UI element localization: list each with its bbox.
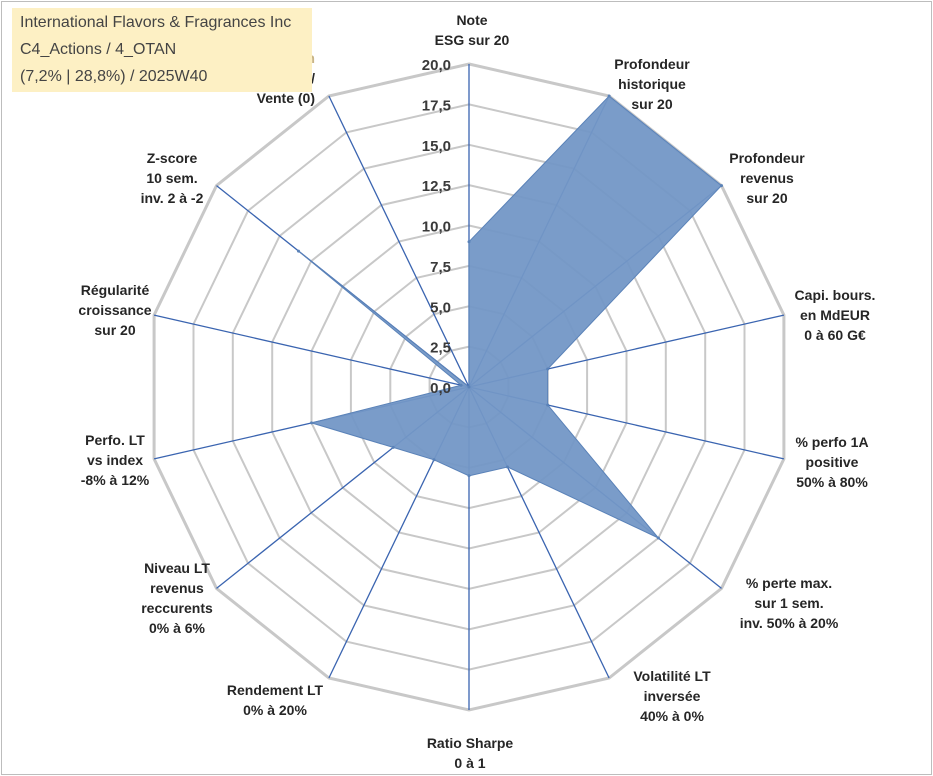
data-point	[467, 385, 471, 389]
data-point	[656, 536, 660, 540]
axis-label: Rendement LT 0% à 20%	[227, 682, 324, 718]
data-point	[459, 383, 463, 387]
axis-label: Profondeur historique sur 20	[614, 56, 690, 112]
data-point	[310, 421, 313, 425]
data-point	[467, 240, 471, 244]
data-point	[546, 403, 550, 407]
tick-label: 7,5	[430, 259, 451, 276]
axis-label: % perfo 1A positive 50% à 80%	[795, 434, 868, 490]
data-point	[506, 465, 509, 469]
chart-title-company: International Flavors & Fragrances Inc	[20, 14, 292, 31]
tick-label: 0,0	[430, 380, 451, 397]
data-point	[720, 184, 723, 188]
data-point	[297, 249, 300, 253]
axis-label: Capi. bours. en MdEUR 0 à 60 G€	[795, 287, 876, 343]
axis-spoke	[153, 314, 470, 388]
tick-label: 5,0	[430, 299, 451, 316]
data-point	[607, 94, 611, 98]
axis-label: Régularité croissance sur 20	[78, 282, 151, 338]
tick-label: 2,5	[430, 340, 451, 357]
axis-label: Niveau LT revenus reccurents 0% à 6%	[141, 560, 213, 636]
chart-title-category: C4_Actions / 4_OTAN	[20, 41, 177, 58]
chart-title-period: (7,2% | 28,8%) / 2025W40	[20, 68, 208, 85]
data-point	[391, 445, 395, 449]
data-point	[432, 458, 436, 462]
axis-label: Volatilité LT inversée 40% à 0%	[633, 668, 711, 724]
tick-label: 12,5	[422, 178, 451, 195]
axis-label: Note ESG sur 20	[435, 12, 510, 48]
axis-label: Z-score 10 sem. inv. 2 à -2	[141, 150, 204, 206]
axis-label: Profondeur revenus sur 20	[729, 150, 805, 206]
tick-label: 15,0	[422, 138, 451, 155]
tick-label: 20,0	[422, 57, 451, 74]
axis-label: Perfo. LT vs index -8% à 12%	[81, 432, 150, 488]
tick-label: 17,5	[422, 97, 451, 114]
axis-label: Ratio Sharpe 0 à 1	[427, 735, 514, 771]
data-point	[467, 474, 471, 478]
chart-title-box: International Flavors & Fragrances Inc C…	[12, 8, 312, 92]
tick-label: 10,0	[422, 219, 451, 236]
axis-spoke	[328, 95, 470, 388]
axis-label: % perte max. sur 1 sem. inv. 50% à 20%	[740, 575, 839, 631]
data-point	[546, 367, 550, 371]
